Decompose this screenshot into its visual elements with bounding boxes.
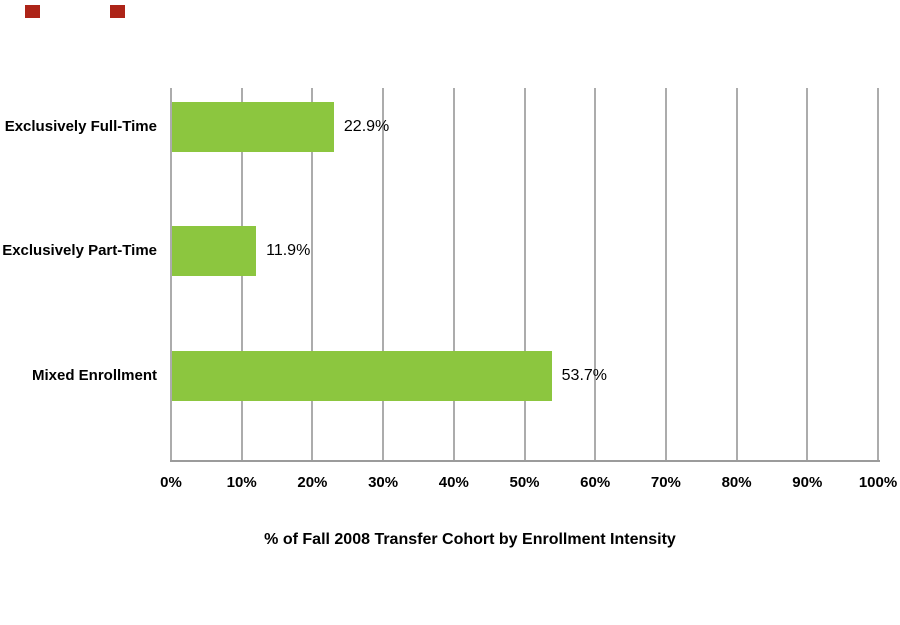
category-label: Mixed Enrollment (31, 366, 157, 384)
x-tick-label: 70% (650, 474, 681, 491)
x-tick-label: 0% (160, 474, 182, 491)
x-tick-label: 80% (721, 474, 752, 491)
bar-2 (172, 350, 552, 401)
plot-area (170, 88, 879, 461)
red-mark-left (25, 5, 40, 18)
gridline (735, 88, 738, 461)
bar-1 (172, 226, 257, 277)
x-tick-label: 60% (580, 474, 611, 491)
gridline (806, 88, 809, 461)
gridline (594, 88, 597, 461)
gridline (311, 88, 314, 461)
x-tick-label: 100% (858, 474, 898, 491)
category-label: Exclusively Full-Time (4, 118, 157, 135)
x-axis-line (170, 460, 880, 462)
gridline (170, 88, 172, 461)
data-label: 11.9% (266, 242, 311, 260)
data-label: 53.7% (561, 366, 608, 384)
x-tick-label: 30% (368, 474, 399, 491)
gridline (452, 88, 455, 461)
gridline (523, 88, 526, 461)
x-tick-label: 50% (509, 474, 540, 491)
x-tick-label: 40% (438, 474, 469, 491)
x-tick-label: 20% (297, 474, 328, 491)
x-axis-title: % of Fall 2008 Transfer Cohort by Enroll… (264, 531, 676, 548)
bar-0 (172, 102, 334, 152)
category-label: Exclusively Part-Time (2, 242, 157, 260)
data-label: 22.9% (343, 118, 390, 135)
gridline (877, 88, 879, 461)
x-tick-label: 10% (226, 474, 257, 491)
gridline (382, 88, 385, 461)
x-tick-label: 90% (792, 474, 823, 491)
red-mark-right (110, 5, 125, 18)
gridline (664, 88, 667, 461)
